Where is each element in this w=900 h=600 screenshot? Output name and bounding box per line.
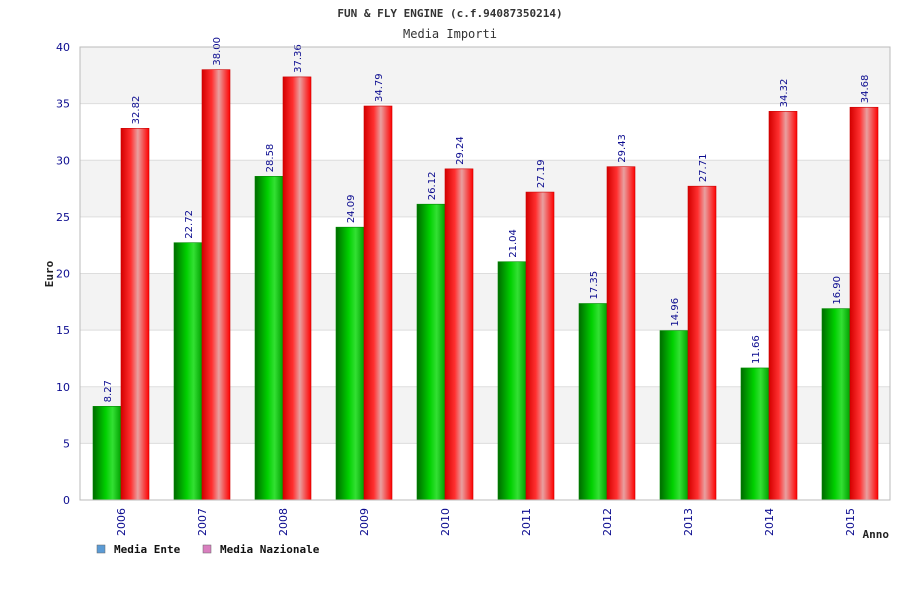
bar-media-nazionale: [363, 105, 393, 501]
x-tick-labels: 2006 2007 2008 2009 2010 2011 2012 2013 2014 2015: [115, 508, 857, 536]
data-label: 37.36: [293, 44, 304, 73]
x-tick-label: 2009: [358, 508, 371, 536]
data-label: 14.96: [670, 298, 681, 327]
bar-media-nazionale: [282, 76, 312, 501]
x-tick-label: 2015: [844, 508, 857, 536]
data-label: 32.82: [131, 96, 142, 125]
bar-media-nazionale: [120, 128, 150, 501]
data-label: 34.32: [779, 79, 790, 108]
y-tick-label: 10: [56, 381, 70, 394]
bar-media-ente: [92, 406, 122, 501]
data-label: 16.90: [832, 276, 843, 305]
legend-swatch: [96, 544, 106, 554]
x-tick-label: 2011: [520, 508, 533, 536]
y-axis-label: Euro: [43, 260, 56, 287]
data-label: 21.04: [508, 229, 519, 258]
data-label: 17.35: [589, 271, 600, 300]
y-tick-label: 5: [63, 437, 70, 450]
plot-band: [80, 103, 890, 161]
legend-swatch: [202, 544, 212, 554]
bar-media-ente: [416, 203, 446, 501]
x-tick-label: 2013: [682, 508, 695, 536]
y-tick-label: 40: [56, 41, 70, 54]
legend-label: Media Nazionale: [220, 543, 320, 556]
data-label: 34.79: [374, 73, 385, 102]
data-label: 22.72: [184, 210, 195, 239]
x-tick-label: 2010: [439, 508, 452, 536]
x-tick-label: 2007: [196, 508, 209, 536]
bar-media-nazionale: [849, 106, 879, 501]
y-tick-label: 30: [56, 154, 70, 167]
x-axis-label: Anno: [863, 528, 890, 541]
data-label: 24.09: [346, 195, 357, 224]
bar-media-ente: [254, 176, 284, 501]
data-label: 29.24: [455, 136, 466, 165]
data-label: 26.12: [427, 172, 438, 201]
chart-title: FUN & FLY ENGINE (c.f.94087350214): [337, 7, 562, 20]
bar-media-ente: [173, 242, 203, 501]
bar-media-nazionale: [201, 69, 231, 501]
data-label: 38.00: [212, 37, 223, 66]
bar-media-nazionale: [444, 168, 474, 501]
data-label: 11.66: [751, 335, 762, 364]
data-label: 28.58: [265, 144, 276, 173]
data-label: 29.43: [617, 134, 628, 163]
bar-media-ente: [578, 303, 608, 501]
bar-media-ente: [335, 226, 365, 501]
chart-subtitle: Media Importi: [403, 27, 497, 41]
bar-media-nazionale: [525, 191, 555, 501]
data-label: 27.71: [698, 154, 709, 183]
bar-media-ente: [497, 261, 527, 501]
data-label: 34.68: [860, 75, 871, 104]
legend: Media Ente Media Nazionale: [96, 543, 320, 556]
y-tick-label: 25: [56, 211, 70, 224]
x-tick-label: 2014: [763, 508, 776, 536]
bar-media-nazionale: [768, 111, 798, 501]
plot-band: [80, 160, 890, 217]
data-labels: 8.27 32.82 22.72 38.00 28.58 37.36 24.09 34.79 2…: [103, 37, 871, 402]
x-tick-label: 2012: [601, 508, 614, 536]
bar-media-nazionale: [687, 185, 717, 501]
y-tick-label: 20: [56, 268, 70, 281]
axes: [79, 46, 891, 501]
data-label: 8.27: [103, 380, 114, 402]
plot-frame: [79, 46, 891, 501]
plot-band: [80, 47, 890, 104]
y-tick-label: 35: [56, 98, 70, 111]
legend-label: Media Ente: [114, 543, 181, 556]
bars: [92, 69, 879, 501]
bar-media-ente: [740, 367, 770, 501]
x-tick-label: 2008: [277, 508, 290, 536]
y-tick-label: 0: [63, 494, 70, 507]
y-tick-labels: 0 5 10 15 20 25 30 35 40: [56, 41, 70, 507]
data-label: 27.19: [536, 159, 547, 188]
bar-media-ente: [659, 330, 689, 501]
bar-media-ente: [821, 308, 851, 501]
y-tick-label: 15: [56, 324, 70, 337]
x-tick-label: 2006: [115, 508, 128, 536]
bar-media-nazionale: [606, 166, 636, 501]
